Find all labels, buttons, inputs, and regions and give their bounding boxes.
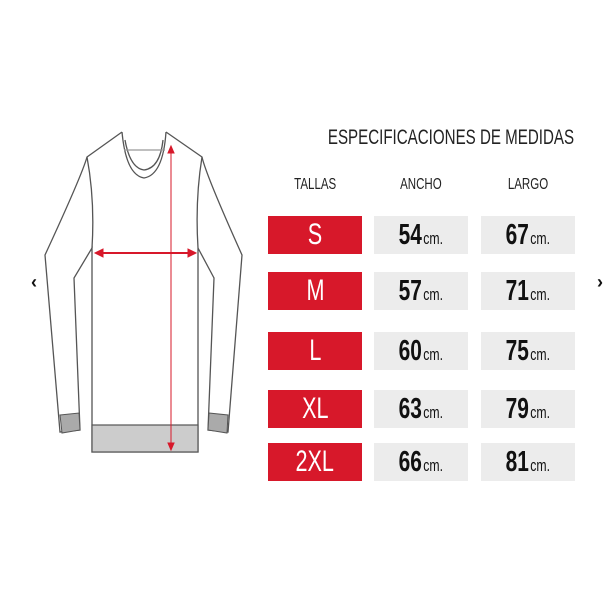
hem-band <box>91 424 199 453</box>
header-width: ANCHO <box>400 176 442 193</box>
length-value: 67 <box>505 218 530 251</box>
width-cell: 54cm. <box>374 216 468 254</box>
width-cell: 63cm. <box>374 390 468 428</box>
width-value: 63 <box>398 392 423 425</box>
size-cell: XL <box>268 390 362 428</box>
length-cell: 75cm. <box>481 332 575 370</box>
width-cell: 66cm. <box>374 443 468 481</box>
size-cell: 2XL <box>268 443 362 481</box>
length-unit: cm. <box>530 344 551 364</box>
header-length: LARGO <box>507 176 549 193</box>
collar <box>121 131 167 179</box>
width-value: 66 <box>398 445 423 478</box>
width-unit: cm. <box>423 402 444 422</box>
sweater-outline <box>44 131 243 453</box>
left-cuff <box>59 412 81 434</box>
length-unit: cm. <box>530 402 551 422</box>
length-value: 75 <box>505 334 530 367</box>
size-cell: M <box>268 272 362 310</box>
size-cell: L <box>268 332 362 370</box>
width-unit: cm. <box>423 284 444 304</box>
length-cell: 71cm. <box>481 272 575 310</box>
length-unit: cm. <box>530 228 551 248</box>
length-cell: 79cm. <box>481 390 575 428</box>
width-unit: cm. <box>423 228 444 248</box>
length-unit: cm. <box>530 284 551 304</box>
length-cell: 81cm. <box>481 443 575 481</box>
length-unit: cm. <box>530 455 551 475</box>
width-value: 54 <box>398 218 423 251</box>
size-cell: S <box>268 216 362 254</box>
page-title: ESPECIFICACIONES DE MEDIDAS <box>327 126 575 149</box>
width-value: 57 <box>398 274 423 307</box>
width-value: 60 <box>398 334 423 367</box>
measure-arrows <box>93 144 198 452</box>
length-cell: 67cm. <box>481 216 575 254</box>
width-cell: 60cm. <box>374 332 468 370</box>
header-size: TALLAS <box>293 176 337 193</box>
length-value: 71 <box>505 274 530 307</box>
chevron-right-icon[interactable]: › <box>597 272 603 292</box>
length-value: 81 <box>505 445 530 478</box>
width-unit: cm. <box>423 344 444 364</box>
width-cell: 57cm. <box>374 272 468 310</box>
width-unit: cm. <box>423 455 444 475</box>
length-value: 79 <box>505 392 530 425</box>
chevron-left-icon[interactable]: ‹ <box>31 272 37 292</box>
right-cuff <box>207 412 229 434</box>
sweater-illustration <box>44 131 243 453</box>
